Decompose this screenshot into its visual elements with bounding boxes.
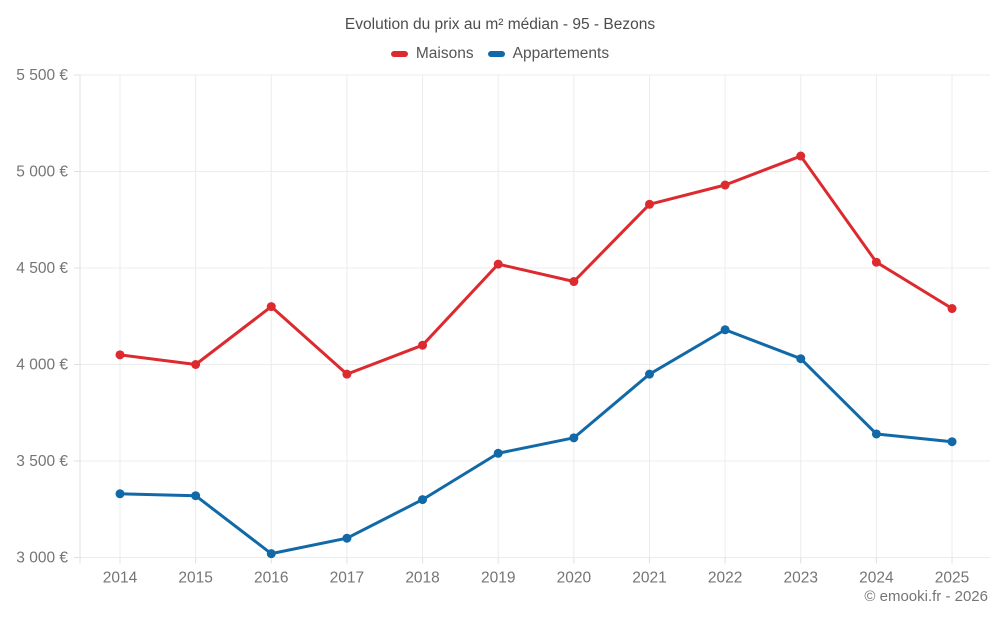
x-axis-label: 2022 — [708, 570, 742, 587]
x-axis-label: 2019 — [481, 570, 515, 587]
legend-label-appartements: Appartements — [512, 45, 610, 62]
x-axis-label: 2015 — [178, 570, 212, 587]
data-point-maisons-2017[interactable] — [342, 369, 352, 379]
data-point-maisons-2020[interactable] — [569, 277, 579, 287]
y-axis-label: 5 500 € — [16, 67, 68, 84]
copyright-text: © emooki.fr - 2026 — [864, 588, 988, 605]
data-point-maisons-2025[interactable] — [947, 304, 957, 314]
data-point-maisons-2021[interactable] — [644, 199, 654, 209]
data-point-maisons-2022[interactable] — [720, 180, 730, 190]
data-point-appartements-2014[interactable] — [115, 489, 125, 499]
x-axis-label: 2025 — [935, 570, 969, 587]
data-point-maisons-2019[interactable] — [493, 259, 503, 269]
series-line-maisons — [118, 154, 954, 376]
data-point-appartements-2025[interactable] — [947, 437, 957, 447]
data-point-appartements-2019[interactable] — [493, 448, 503, 458]
data-point-maisons-2016[interactable] — [266, 302, 276, 312]
data-point-appartements-2017[interactable] — [342, 533, 352, 543]
data-point-maisons-2023[interactable] — [796, 151, 806, 161]
data-point-appartements-2022[interactable] — [720, 325, 730, 335]
data-point-appartements-2020[interactable] — [569, 433, 579, 443]
x-axis-label: 2018 — [405, 570, 439, 587]
legend-label-maisons: Maisons — [415, 45, 474, 62]
legend-item-appartements[interactable]: Appartements — [487, 45, 610, 63]
chart-legend: Maisons Appartements — [0, 45, 1000, 63]
x-axis-label: 2021 — [632, 570, 666, 587]
data-point-maisons-2024[interactable] — [871, 257, 881, 267]
data-point-appartements-2018[interactable] — [418, 495, 428, 505]
maisons-series-swatch-icon — [390, 51, 408, 57]
data-point-appartements-2015[interactable] — [191, 491, 201, 501]
y-axis-label: 4 500 € — [16, 260, 68, 277]
data-point-maisons-2015[interactable] — [191, 360, 201, 369]
x-axis-label: 2024 — [859, 570, 894, 587]
x-axis-label: 2017 — [330, 570, 364, 587]
legend-item-maisons[interactable]: Maisons — [390, 45, 474, 63]
data-point-maisons-2014[interactable] — [115, 350, 125, 360]
series-line-appartements — [118, 328, 954, 556]
data-point-appartements-2024[interactable] — [871, 429, 881, 439]
y-axis-label: 4 000 € — [16, 357, 68, 374]
y-axis-label: 3 500 € — [16, 453, 68, 470]
x-axis-label: 2023 — [784, 570, 818, 587]
data-point-appartements-2016[interactable] — [266, 549, 276, 559]
x-axis-label: 2020 — [557, 570, 592, 587]
data-point-maisons-2018[interactable] — [418, 340, 428, 350]
y-axis-label: 3 000 € — [16, 550, 68, 567]
x-axis-label: 2016 — [254, 570, 288, 587]
data-point-appartements-2021[interactable] — [644, 369, 654, 379]
appartements-series-swatch-icon — [487, 51, 505, 57]
data-point-appartements-2023[interactable] — [796, 354, 806, 364]
y-axis-label: 5 000 € — [16, 164, 68, 181]
chart-title: Evolution du prix au m² médian - 95 - Be… — [344, 16, 656, 33]
x-axis-label: 2014 — [103, 570, 138, 587]
